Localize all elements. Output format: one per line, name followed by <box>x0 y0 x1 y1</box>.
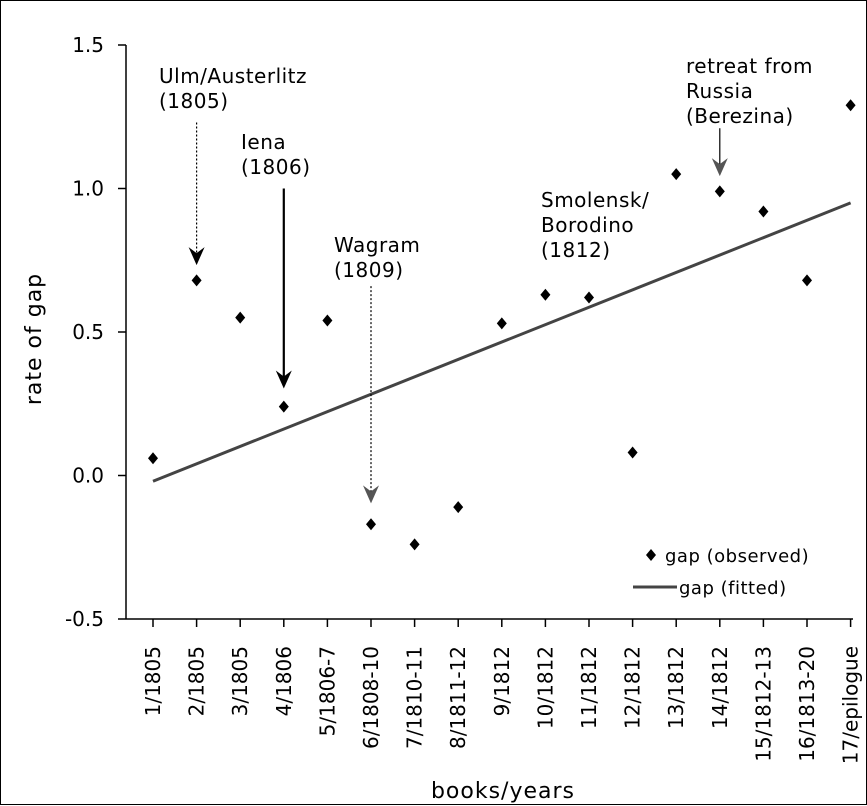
annotation-arrow-head <box>275 370 292 389</box>
x-tick-label: 11/1812 <box>577 646 601 729</box>
data-point <box>235 311 246 324</box>
x-tick-label: 8/1811-12 <box>446 646 470 749</box>
annotation-label: (Berezina) <box>686 104 794 128</box>
x-tick-label: 9/1812 <box>490 646 514 716</box>
annotation-label: Borodino <box>541 213 634 237</box>
x-tick-label: 2/1805 <box>185 646 209 716</box>
x-ticks: 1/1805 2/1805 3/1805 4/1806 5/1806-7 6/1808-1… <box>141 619 863 764</box>
annotation-arrow-head <box>711 158 728 177</box>
annotation: Smolensk/Borodino(1812) <box>541 188 649 262</box>
x-axis: 1/1805 2/1805 3/1805 4/1806 5/1806-7 6/1808-1… <box>126 618 863 764</box>
annotation-label: Smolensk/ <box>541 188 649 212</box>
x-tick-label: 12/1812 <box>621 646 645 729</box>
x-tick-label: 6/1808-10 <box>359 646 383 749</box>
fitted-line-group <box>152 201 852 483</box>
x-tick-label: 1/1805 <box>141 646 165 716</box>
annotation: Iena(1806) <box>241 130 311 389</box>
x-tick-label: 7/1810-11 <box>403 646 427 749</box>
x-tick-label: 17/epilogue <box>839 646 863 764</box>
annotation-label: Russia <box>686 79 753 103</box>
data-point <box>409 538 420 551</box>
y-ticks: 1.5 1.0 0.5 0.0 -0.5 <box>65 33 126 631</box>
x-tick-label: 14/1812 <box>708 646 732 729</box>
x-axis-title: books/years <box>431 779 575 804</box>
x-tick-label: 3/1805 <box>228 646 252 716</box>
annotation: Ulm/Austerlitz(1805) <box>159 64 307 266</box>
data-point <box>671 168 682 181</box>
x-tick-label: 10/1812 <box>533 646 557 729</box>
y-tick-label: 1.5 <box>72 33 104 57</box>
data-point <box>191 274 202 287</box>
data-point <box>366 518 376 531</box>
annotation-label: (1806) <box>241 155 311 179</box>
x-tick-label: 5/1806-7 <box>315 646 339 736</box>
data-point <box>627 446 638 459</box>
y-tick-label: 0.0 <box>72 464 104 488</box>
annotation: Wagram(1809) <box>334 233 420 504</box>
annotation-label: (1805) <box>159 89 229 113</box>
data-point <box>584 291 594 304</box>
legend-label-observed: gap (observed) <box>665 546 809 567</box>
data-point <box>322 314 333 327</box>
annotation-label: retreat from <box>686 54 813 78</box>
fitted-line <box>152 201 852 483</box>
annotation-arrow-head <box>363 485 379 504</box>
data-point <box>148 452 158 465</box>
x-tick-label: 15/1812-13 <box>751 646 775 762</box>
annotation-label: (1812) <box>541 238 611 262</box>
y-axis: 1.5 1.0 0.5 0.0 -0.5 <box>65 33 127 631</box>
annotation-arrow-head <box>188 247 205 266</box>
data-point <box>453 501 464 514</box>
annotation-label: (1809) <box>334 258 404 282</box>
data-point <box>714 185 725 198</box>
data-point <box>278 400 289 413</box>
y-tick-label: 1.0 <box>72 177 104 201</box>
annotations: Ulm/Austerlitz(1805)Iena(1806)Wagram(180… <box>159 54 813 504</box>
annotation-label: Ulm/Austerlitz <box>159 64 307 88</box>
annotation-label: Wagram <box>334 233 420 257</box>
data-point <box>496 317 507 330</box>
x-tick-label: 16/1813-20 <box>795 646 819 762</box>
x-tick-label: 4/1806 <box>272 646 296 716</box>
legend-label-fitted: gap (fitted) <box>679 578 787 599</box>
y-tick-label: 0.5 <box>72 320 104 344</box>
legend-marker-observed <box>646 549 656 561</box>
legend: gap (observed) gap (fitted) <box>633 546 809 599</box>
observed-points <box>148 99 856 551</box>
data-point <box>845 99 856 112</box>
data-point <box>758 205 769 218</box>
data-point <box>540 288 551 301</box>
x-tick-label: 13/1812 <box>664 646 688 729</box>
annotation-label: Iena <box>241 130 286 154</box>
y-axis-title: rate of gap <box>22 273 47 405</box>
data-point <box>802 274 812 287</box>
y-tick-label: -0.5 <box>65 607 104 631</box>
